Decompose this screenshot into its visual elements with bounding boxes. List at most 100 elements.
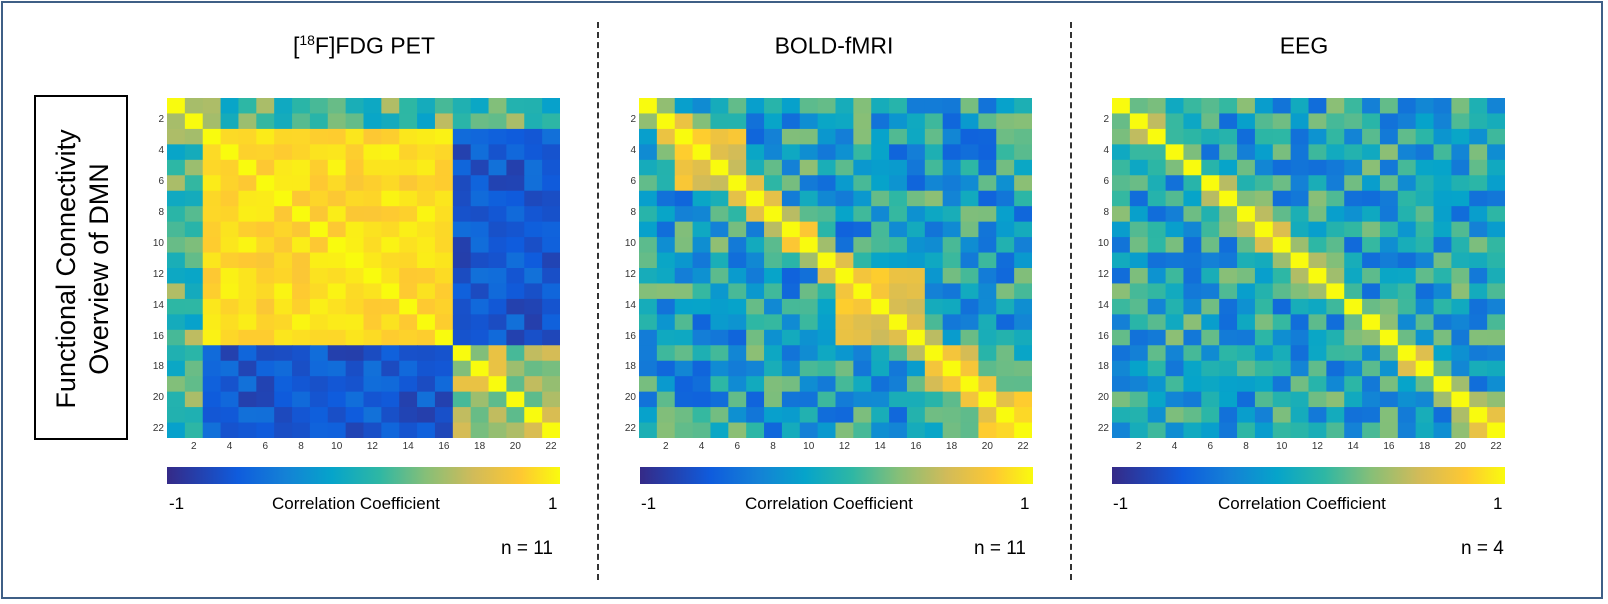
heatmap-cell xyxy=(274,407,293,424)
heatmap-cell xyxy=(1487,391,1505,408)
heatmap-cell xyxy=(728,113,747,130)
heatmap-fmri xyxy=(639,98,1032,438)
heatmap-cell xyxy=(692,422,712,438)
heatmap-cell xyxy=(817,329,837,346)
heatmap-cell xyxy=(1272,175,1292,192)
heatmap-cell xyxy=(256,159,275,176)
heatmap-cell xyxy=(1433,221,1453,238)
heatmap-cell xyxy=(238,159,257,176)
heatmap-cell xyxy=(924,206,944,223)
heatmap-cell xyxy=(1183,268,1202,285)
heatmap-cell xyxy=(542,298,560,315)
heatmap-cell xyxy=(1415,391,1435,408)
heatmap-cell xyxy=(1272,221,1292,238)
heatmap-cell xyxy=(452,283,472,300)
heatmap-cell xyxy=(1469,314,1488,331)
heatmap-cell xyxy=(1165,128,1185,145)
heatmap-cell xyxy=(853,221,872,238)
heatmap-cell xyxy=(656,268,676,285)
heatmap-cell xyxy=(1487,159,1505,176)
heatmap-cell xyxy=(1379,128,1399,145)
heatmap-cell xyxy=(256,283,275,300)
heatmap-cell xyxy=(524,298,543,315)
heatmap-cell xyxy=(817,314,837,331)
heatmap-cell xyxy=(906,298,926,315)
heatmap-cell xyxy=(1183,376,1202,393)
heatmap-cell xyxy=(996,206,1015,223)
heatmap-cell xyxy=(764,206,783,223)
heatmap-cell xyxy=(1290,128,1310,145)
heatmap-cell xyxy=(906,206,926,223)
heatmap-cell xyxy=(639,268,658,285)
heatmap-cell xyxy=(1147,298,1167,315)
heatmap-cell xyxy=(1254,376,1274,393)
heatmap-cell xyxy=(1014,407,1032,424)
heatmap-cell xyxy=(524,221,543,238)
heatmap-cell xyxy=(167,422,186,438)
heatmap-cell xyxy=(488,128,508,145)
y-tick-label: 6 xyxy=(158,176,164,187)
heatmap-cell xyxy=(1237,298,1256,315)
heatmap-cell xyxy=(835,376,854,393)
heatmap-cell xyxy=(835,237,854,254)
heatmap-cell xyxy=(381,360,400,377)
heatmap-cell xyxy=(1433,128,1453,145)
heatmap-cell xyxy=(506,268,525,285)
heatmap-cell xyxy=(1201,190,1220,207)
heatmap-cell xyxy=(674,391,694,408)
heatmap-cell xyxy=(889,376,908,393)
heatmap-cell xyxy=(1344,159,1363,176)
heatmap-cell xyxy=(1362,175,1381,192)
heatmap-cell xyxy=(1362,206,1381,223)
heatmap-cell xyxy=(871,252,890,269)
heatmap-cell xyxy=(1379,113,1399,130)
y-tick-label: 4 xyxy=(630,145,636,157)
heatmap-cell xyxy=(656,159,676,176)
heatmap-cell xyxy=(1415,345,1435,362)
heatmap-cell xyxy=(452,144,472,161)
heatmap-cell xyxy=(1487,221,1505,238)
heatmap-cell xyxy=(906,314,926,331)
heatmap-cell xyxy=(488,329,508,346)
heatmap-cell xyxy=(184,206,204,223)
heatmap-cell xyxy=(799,237,819,254)
heatmap-cell xyxy=(452,391,472,408)
heatmap-cell xyxy=(889,298,908,315)
heatmap-cell xyxy=(274,422,293,438)
heatmap-cell xyxy=(381,221,400,238)
heatmap-cell xyxy=(238,128,257,145)
heatmap-cell xyxy=(1237,391,1256,408)
heatmap-cell xyxy=(924,422,944,438)
x-tick-label: 20 xyxy=(981,441,993,452)
x-tick-label: 6 xyxy=(262,441,269,452)
heatmap-cell xyxy=(639,314,658,331)
heatmap-cell xyxy=(220,329,240,346)
heatmap-cell xyxy=(817,345,837,362)
colorbar-min-label: -1 xyxy=(169,494,185,513)
heatmap-cell xyxy=(710,298,729,315)
heatmap-cell xyxy=(167,113,186,130)
heatmap-cell xyxy=(656,345,676,362)
heatmap-cell xyxy=(1308,175,1327,192)
heatmap-cell xyxy=(452,175,472,192)
heatmap-cell xyxy=(924,98,944,115)
heatmap-cell xyxy=(871,206,890,223)
heatmap-cell xyxy=(1451,407,1470,424)
heatmap-cell xyxy=(1272,314,1292,331)
colorbar-min-label: -1 xyxy=(641,494,657,513)
heatmap-cell xyxy=(1433,314,1453,331)
heatmap-cell xyxy=(345,159,365,176)
heatmap-cell xyxy=(363,159,382,176)
y-tick-label: 14 xyxy=(624,299,636,311)
heatmap-cell xyxy=(1237,98,1256,115)
heatmap-cell xyxy=(1344,422,1363,438)
heatmap-cell xyxy=(1129,298,1149,315)
heatmap-cell xyxy=(1290,252,1310,269)
heatmap-eeg xyxy=(1112,98,1505,438)
heatmap-cell xyxy=(710,268,729,285)
heatmap-cell xyxy=(506,283,525,300)
heatmap-cell xyxy=(399,314,418,331)
heatmap-cell xyxy=(1362,345,1381,362)
heatmap-cell xyxy=(1379,98,1399,115)
heatmap-cell xyxy=(434,376,454,393)
